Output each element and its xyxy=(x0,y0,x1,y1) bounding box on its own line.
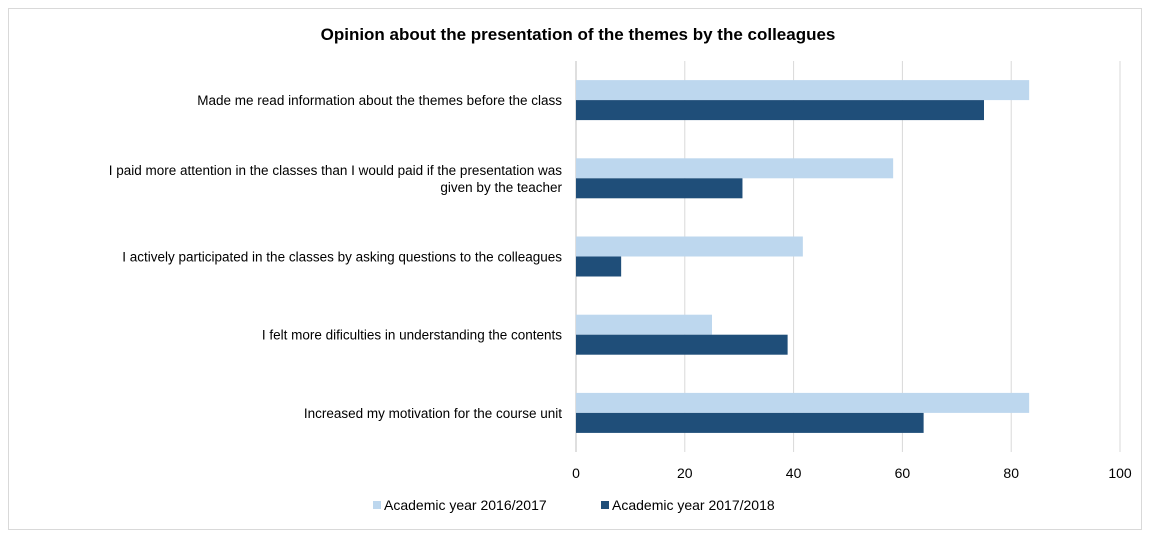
bar-2017-2018 xyxy=(576,178,743,199)
legend: Academic year 2016/2017 Academic year 201… xyxy=(373,497,775,513)
category-label: given by the teacher xyxy=(440,180,562,195)
chart-svg: Opinion about the presentation of the th… xyxy=(109,25,1132,513)
x-tick-label: 100 xyxy=(1108,465,1132,481)
bar-2016-2017 xyxy=(576,392,1030,413)
category-label: Increased my motivation for the course u… xyxy=(304,406,562,421)
bar-2016-2017 xyxy=(576,158,894,179)
bar-2016-2017 xyxy=(576,314,712,335)
category-label: Made me read information about the theme… xyxy=(197,93,562,108)
x-tick-label: 20 xyxy=(677,465,693,481)
category-label: I paid more attention in the classes tha… xyxy=(109,163,563,178)
legend-swatch xyxy=(373,501,381,509)
chart-title: Opinion about the presentation of the th… xyxy=(321,25,836,44)
bars xyxy=(576,80,1030,433)
legend-swatch xyxy=(601,501,609,509)
x-tick-label: 0 xyxy=(572,465,580,481)
bar-2017-2018 xyxy=(576,256,622,277)
bar-2017-2018 xyxy=(576,100,984,121)
x-tick-label: 40 xyxy=(786,465,802,481)
category-label: I actively participated in the classes b… xyxy=(122,250,562,265)
bar-2017-2018 xyxy=(576,412,924,433)
category-labels: Made me read information about the theme… xyxy=(109,93,563,421)
x-tick-labels: 0 20 40 60 80 100 xyxy=(572,465,1132,481)
category-label: I felt more dificulties in understanding… xyxy=(262,328,562,343)
bar-2017-2018 xyxy=(576,334,788,355)
bar-2016-2017 xyxy=(576,80,1030,101)
bar-2016-2017 xyxy=(576,236,803,257)
legend-label: Academic year 2017/2018 xyxy=(612,497,775,513)
x-tick-label: 80 xyxy=(1003,465,1019,481)
x-tick-label: 60 xyxy=(895,465,911,481)
legend-label: Academic year 2016/2017 xyxy=(384,497,547,513)
chart-area: Opinion about the presentation of the th… xyxy=(8,8,1142,530)
